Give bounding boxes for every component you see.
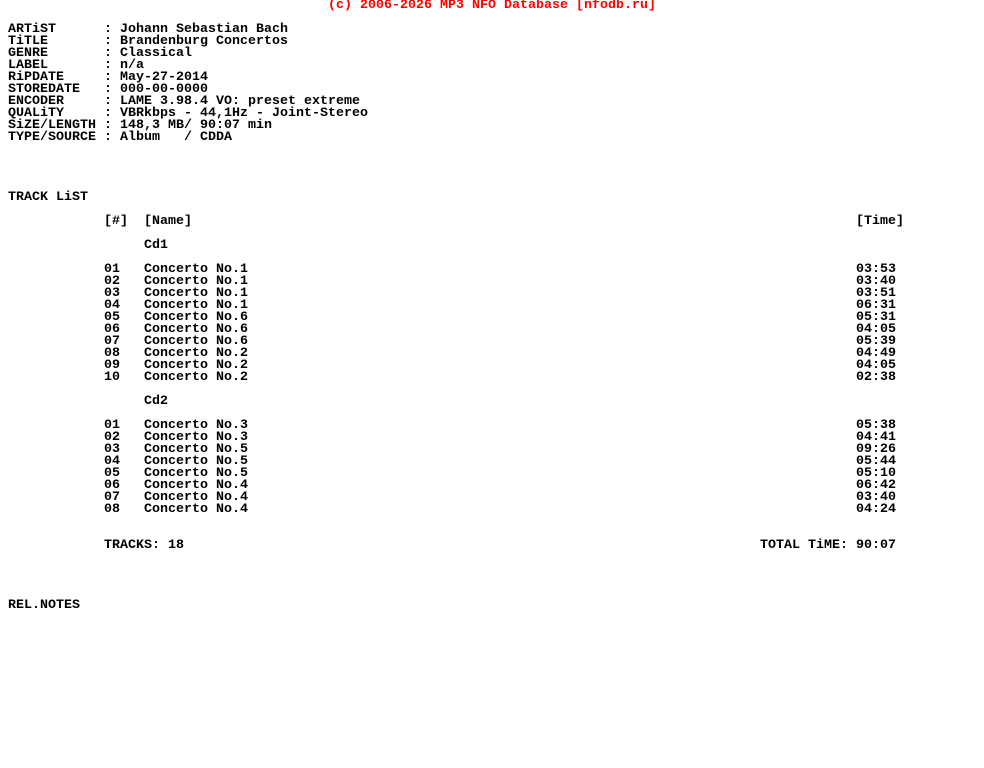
info-label: SiZE/LENGTH	[8, 118, 96, 133]
info-label: GENRE	[8, 46, 48, 61]
track-number: 05	[104, 466, 120, 481]
track-number: 02	[104, 430, 120, 445]
info-separator: :	[104, 22, 112, 37]
track-time: 04:24	[856, 502, 896, 517]
info-value: Johann Sebastian Bach	[120, 22, 288, 37]
info-label: STOREDATE	[8, 82, 80, 97]
info-value: 000-00-0000	[120, 82, 208, 97]
info-label: TiTLE	[8, 34, 48, 49]
track-time: 05:31	[856, 310, 896, 325]
track-name: Concerto No.4	[144, 478, 248, 493]
info-label: LABEL	[8, 58, 48, 73]
track-time: 04:05	[856, 322, 896, 337]
track-name: Concerto No.6	[144, 322, 248, 337]
track-number: 03	[104, 286, 120, 301]
track-time: 05:38	[856, 418, 896, 433]
info-separator: :	[104, 58, 112, 73]
track-number: 07	[104, 334, 120, 349]
track-name: Concerto No.6	[144, 310, 248, 325]
info-separator: :	[104, 34, 112, 49]
info-label: ARTiST	[8, 22, 56, 37]
copyright-banner: (c) 2006-2026 MP3 NFO Database [nfodb.ru…	[328, 0, 656, 13]
info-separator: :	[104, 82, 112, 97]
track-name: Concerto No.4	[144, 490, 248, 505]
track-time: 05:10	[856, 466, 896, 481]
header-name: [Name]	[144, 214, 192, 229]
track-time: 06:31	[856, 298, 896, 313]
track-number: 04	[104, 298, 120, 313]
info-value: 148,3 MB/ 90:07 min	[120, 118, 272, 133]
track-name: Concerto No.4	[144, 502, 248, 517]
track-time: 02:38	[856, 370, 896, 385]
info-value: n/a	[120, 58, 144, 73]
track-name: Concerto No.3	[144, 418, 248, 433]
track-name: Concerto No.1	[144, 274, 248, 289]
track-name: Concerto No.2	[144, 358, 248, 373]
track-number: 05	[104, 310, 120, 325]
track-time: 05:44	[856, 454, 896, 469]
track-name: Concerto No.3	[144, 430, 248, 445]
info-value: May-27-2014	[120, 70, 208, 85]
info-separator: :	[104, 118, 112, 133]
track-name: Concerto No.1	[144, 262, 248, 277]
track-name: Concerto No.5	[144, 466, 248, 481]
track-number: 09	[104, 358, 120, 373]
track-number: 01	[104, 418, 120, 433]
track-number: 06	[104, 322, 120, 337]
track-number: 08	[104, 346, 120, 361]
track-number: 08	[104, 502, 120, 517]
track-name: Concerto No.1	[144, 298, 248, 313]
info-separator: :	[104, 46, 112, 61]
tracks-count: TRACKS: 18	[104, 538, 184, 553]
track-number: 03	[104, 442, 120, 457]
header-num: [#]	[104, 214, 128, 229]
disc-label: Cd2	[144, 394, 168, 409]
info-value: VBRkbps - 44,1Hz - Joint-Stereo	[120, 106, 368, 121]
track-time: 03:53	[856, 262, 896, 277]
info-separator: :	[104, 106, 112, 121]
header-time: [Time]	[856, 214, 904, 229]
track-name: Concerto No.6	[144, 334, 248, 349]
track-time: 03:51	[856, 286, 896, 301]
info-value: Brandenburg Concertos	[120, 34, 288, 49]
info-label: ENCODER	[8, 94, 64, 109]
track-time: 06:42	[856, 478, 896, 493]
info-label: TYPE/SOURCE	[8, 130, 96, 145]
track-number: 07	[104, 490, 120, 505]
track-number: 02	[104, 274, 120, 289]
info-separator: :	[104, 70, 112, 85]
track-time: 04:05	[856, 358, 896, 373]
track-name: Concerto No.1	[144, 286, 248, 301]
info-separator: :	[104, 130, 112, 145]
total-time: TOTAL TiME: 90:07	[760, 538, 896, 553]
info-label: RiPDATE	[8, 70, 64, 85]
track-name: Concerto No.5	[144, 442, 248, 457]
track-number: 04	[104, 454, 120, 469]
track-number: 01	[104, 262, 120, 277]
info-label: QUALiTY	[8, 106, 64, 121]
info-value: Album / CDDA	[120, 130, 232, 145]
disc-label: Cd1	[144, 238, 168, 253]
track-time: 05:39	[856, 334, 896, 349]
track-time: 09:26	[856, 442, 896, 457]
track-time: 03:40	[856, 274, 896, 289]
track-time: 04:41	[856, 430, 896, 445]
rel-notes-title: REL.NOTES	[8, 598, 80, 613]
track-number: 06	[104, 478, 120, 493]
track-name: Concerto No.5	[144, 454, 248, 469]
track-time: 04:49	[856, 346, 896, 361]
info-value: Classical	[120, 46, 192, 61]
track-name: Concerto No.2	[144, 370, 248, 385]
info-separator: :	[104, 94, 112, 109]
track-name: Concerto No.2	[144, 346, 248, 361]
track-number: 10	[104, 370, 120, 385]
info-value: LAME 3.98.4 VO: preset extreme	[120, 94, 360, 109]
track-time: 03:40	[856, 490, 896, 505]
tracklist-title: TRACK LiST	[8, 190, 88, 205]
